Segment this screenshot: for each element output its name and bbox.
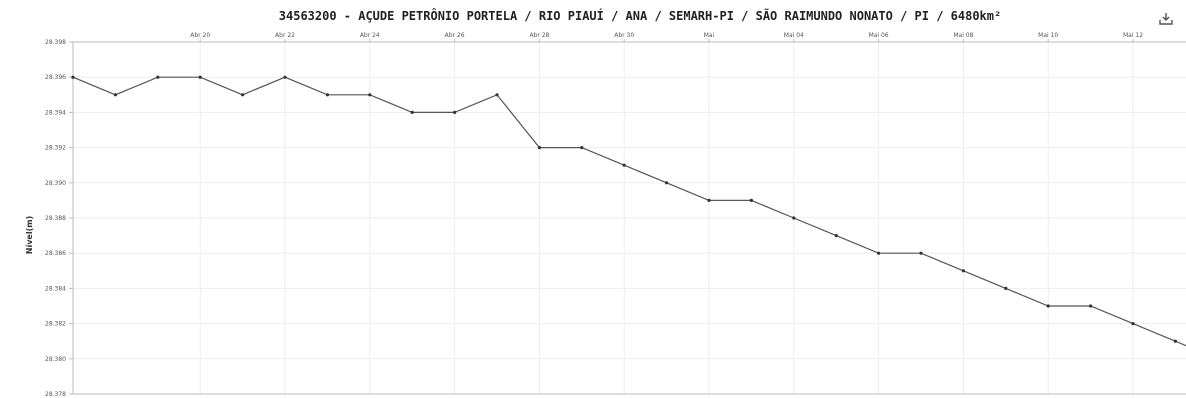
data-point[interactable] <box>580 146 584 150</box>
grid <box>73 41 1186 395</box>
data-point[interactable] <box>410 110 414 114</box>
data-point[interactable] <box>495 93 499 97</box>
data-point[interactable] <box>622 163 626 167</box>
y-tick-label: 28.388 <box>45 215 66 222</box>
data-point[interactable] <box>325 93 329 97</box>
points-layer <box>71 75 1177 343</box>
x-tick-label: Abr 28 <box>529 32 549 39</box>
data-point[interactable] <box>113 93 117 97</box>
y-tick-label: 28.382 <box>45 321 66 328</box>
y-tick-label: 28.384 <box>45 285 66 292</box>
x-tick-label: Mai 12 <box>1123 32 1143 39</box>
x-tick-label: Abr 22 <box>275 32 295 39</box>
y-tick-label: 28.398 <box>45 39 66 46</box>
data-point[interactable] <box>1089 304 1093 308</box>
data-point[interactable] <box>1004 286 1008 290</box>
data-point[interactable] <box>156 75 160 79</box>
data-point[interactable] <box>283 75 287 79</box>
data-point[interactable] <box>1046 304 1050 308</box>
series-layer <box>72 76 1186 347</box>
download-icon[interactable] <box>1157 10 1175 26</box>
data-point[interactable] <box>877 251 881 255</box>
x-tick-label: Mai 08 <box>953 32 973 39</box>
data-point[interactable] <box>241 93 245 97</box>
data-point[interactable] <box>71 75 75 79</box>
x-tick-label: Mai 06 <box>869 32 889 39</box>
labels-layer: 28.398 28.396 28.394 28.392 28.390 28.388 28.3… <box>45 32 1143 398</box>
data-point[interactable] <box>707 198 711 202</box>
data-point[interactable] <box>368 93 372 97</box>
y-tick-label: 28.378 <box>45 391 66 398</box>
series-line <box>72 76 1186 347</box>
y-tick-label: 28.392 <box>45 145 66 152</box>
data-point[interactable] <box>919 251 923 255</box>
data-point[interactable] <box>792 216 796 220</box>
x-tick-label: Abr 26 <box>445 32 465 39</box>
data-point[interactable] <box>198 75 202 79</box>
data-point[interactable] <box>453 110 457 114</box>
y-tick-label: 28.394 <box>45 109 66 116</box>
data-point[interactable] <box>749 198 754 202</box>
y-tick-label: 28.396 <box>45 74 66 81</box>
y-tick-label: 28.390 <box>45 180 66 187</box>
data-point[interactable] <box>665 181 669 185</box>
x-tick-label: Abr 20 <box>190 32 210 39</box>
x-tick-label: Mai 04 <box>784 32 804 39</box>
x-tick-label: Abr 30 <box>614 32 634 39</box>
x-tick-label: Mai <box>704 32 715 39</box>
y-tick-label: 28.380 <box>45 356 66 363</box>
data-point[interactable] <box>961 269 966 273</box>
y-tick-label: 28.386 <box>45 250 66 257</box>
data-point[interactable] <box>1173 339 1177 343</box>
axes <box>69 39 1186 395</box>
x-tick-label: Mai 10 <box>1038 32 1058 39</box>
x-tick-label: Abr 24 <box>360 32 380 39</box>
data-point[interactable] <box>537 146 542 150</box>
data-point[interactable] <box>834 234 838 238</box>
chart-title: 34563200 - AÇUDE PETRÔNIO PORTELA / RIO … <box>279 8 1001 23</box>
data-point[interactable] <box>1131 322 1135 326</box>
y-axis-title: Nível(m) <box>25 216 34 254</box>
